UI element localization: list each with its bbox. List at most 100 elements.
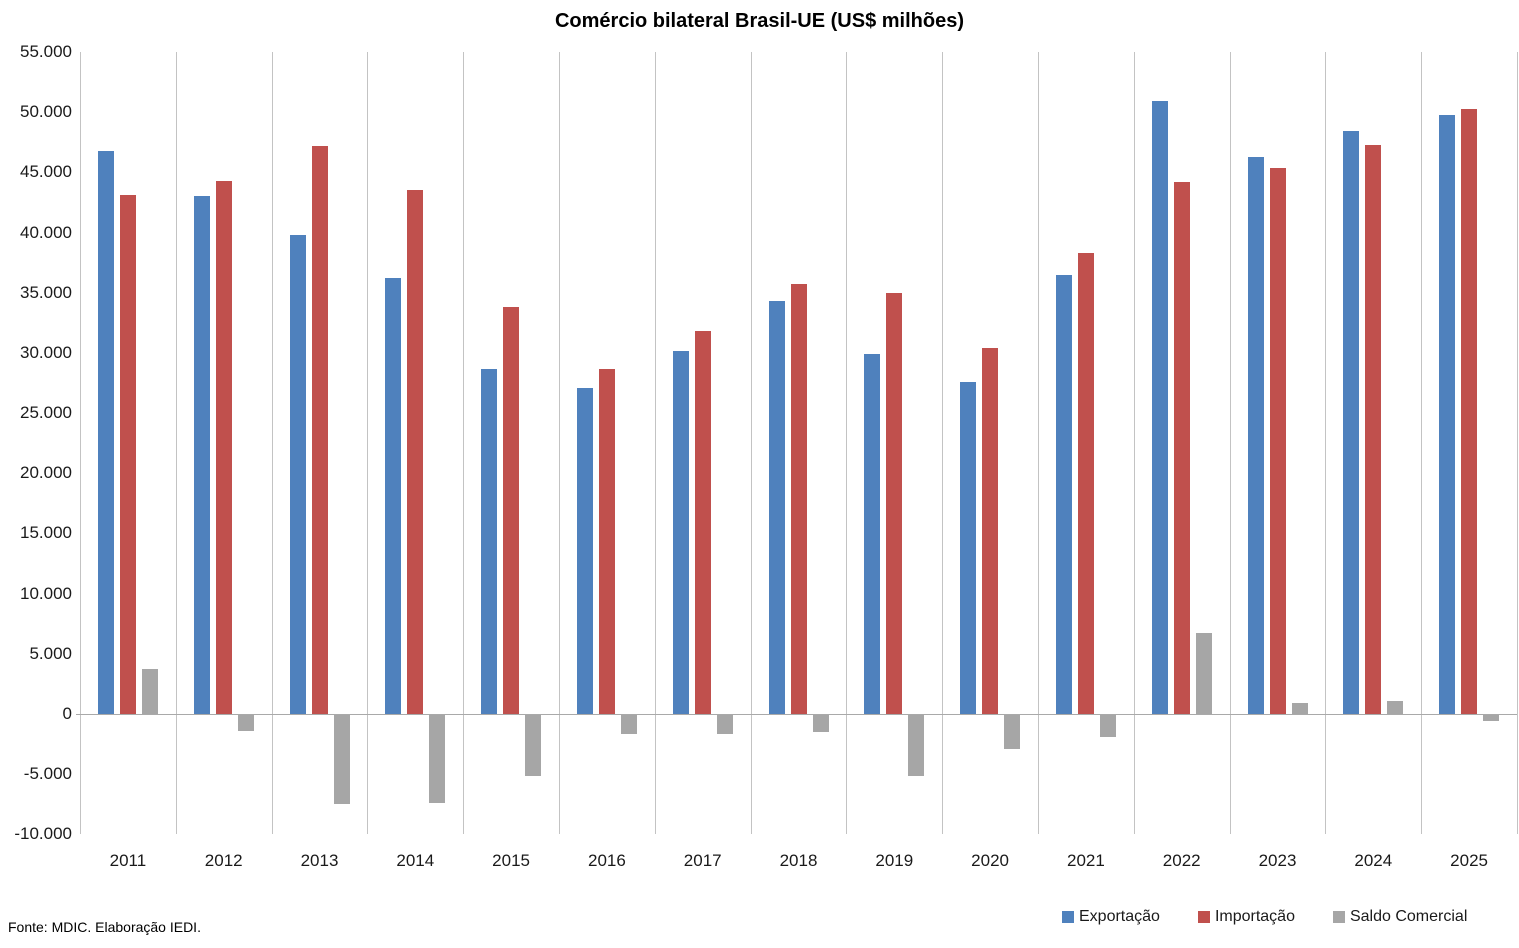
bar-importação-2025 — [1461, 108, 1478, 715]
bar-importação-2011 — [119, 195, 136, 715]
x-tick-label: 2020 — [971, 851, 1009, 870]
bar-saldo-comercial-2025 — [1483, 715, 1500, 722]
bar-exportação-2016 — [576, 387, 593, 715]
bar-importação-2016 — [598, 368, 615, 715]
y-tick-label: 35.000 — [20, 282, 72, 302]
legend-swatch-saldo-comercial — [1332, 911, 1345, 923]
bar-importação-2019 — [886, 292, 903, 715]
y-tick-label: 20.000 — [20, 463, 72, 483]
x-tick-label: 2023 — [1258, 851, 1297, 870]
bar-saldo-comercial-2011 — [141, 669, 158, 715]
x-tick-label: 2018 — [779, 851, 818, 870]
v-gridline — [1325, 52, 1327, 835]
x-tick-label: 2015 — [492, 851, 530, 870]
bar-saldo-comercial-2014 — [429, 715, 446, 803]
v-gridline — [1038, 52, 1039, 835]
bar-saldo-comercial-2015 — [525, 715, 542, 777]
v-gridline — [942, 52, 944, 835]
bar-importação-2022 — [1173, 181, 1190, 715]
v-gridline — [846, 52, 848, 835]
v-gridline — [271, 52, 273, 835]
v-gridline — [175, 52, 177, 835]
bar-importação-2014 — [407, 190, 424, 715]
y-tick-label: 5.000 — [29, 643, 72, 663]
y-tick-label: 40.000 — [20, 222, 72, 242]
bar-importação-2013 — [311, 145, 328, 715]
legend-swatch-exportacao — [1062, 911, 1074, 923]
bar-importação-2020 — [982, 348, 999, 715]
x-tick-label: 2011 — [109, 851, 147, 870]
y-tick-label: 15.000 — [20, 523, 72, 543]
bar-importação-2021 — [1077, 253, 1094, 715]
x-tick-label: 2024 — [1354, 851, 1393, 870]
bar-exportação-2023 — [1247, 156, 1264, 715]
bar-importação-2017 — [694, 331, 711, 715]
bar-saldo-comercial-2021 — [1099, 715, 1116, 737]
bar-saldo-comercial-2018 — [812, 715, 829, 732]
y-tick-label: 50.000 — [20, 102, 72, 122]
v-gridline — [367, 52, 369, 835]
legend-item-importacao: Importação — [1197, 908, 1295, 926]
bar-saldo-comercial-2017 — [716, 715, 733, 735]
y-tick-label: 45.000 — [20, 162, 72, 182]
legend-label-exportacao: Exportação — [1079, 908, 1160, 925]
y-tick-label: -10.000 — [14, 824, 72, 844]
x-tick-label: 2025 — [1450, 851, 1488, 870]
bar-exportação-2020 — [960, 381, 977, 715]
y-axis-line — [80, 52, 81, 835]
bar-exportação-2024 — [1343, 131, 1360, 715]
legend: Exportação Importação Saldo Comercial — [1062, 908, 1467, 926]
v-gridline — [1229, 52, 1231, 835]
y-tick-label: 30.000 — [20, 342, 72, 362]
legend-swatch-importacao — [1197, 911, 1210, 923]
x-tick-label: 2022 — [1162, 851, 1201, 870]
v-gridline — [654, 52, 656, 835]
bar-saldo-comercial-2022 — [1195, 633, 1212, 715]
bar-saldo-comercial-2016 — [620, 715, 637, 735]
bar-saldo-comercial-2020 — [1004, 715, 1021, 749]
chart-title: Comércio bilateral Brasil-UE (US$ milhõe… — [554, 10, 964, 32]
zero-axis-line — [76, 714, 1517, 716]
v-gridline — [1133, 52, 1135, 835]
bar-saldo-comercial-2023 — [1291, 703, 1308, 715]
legend-item-saldo-comercial: Saldo Comercial — [1332, 908, 1468, 926]
legend-item-exportacao: Exportação — [1062, 908, 1160, 926]
y-tick-label: 0 — [62, 704, 72, 724]
bar-exportação-2014 — [385, 278, 402, 715]
x-tick-label: 2017 — [683, 851, 722, 870]
v-gridline — [1517, 52, 1518, 835]
v-gridline — [750, 52, 752, 835]
v-gridline — [559, 52, 560, 835]
legend-label-importacao: Importação — [1214, 908, 1295, 925]
bar-exportação-2015 — [481, 368, 498, 715]
bar-exportação-2022 — [1151, 101, 1168, 715]
v-gridline — [1421, 52, 1423, 835]
x-tick-label: 2019 — [875, 851, 914, 870]
bar-exportação-2025 — [1439, 114, 1456, 715]
bar-saldo-comercial-2019 — [908, 715, 925, 777]
bar-importação-2018 — [790, 284, 807, 715]
bar-importação-2024 — [1365, 144, 1382, 715]
x-tick-label: 2016 — [587, 851, 626, 870]
x-tick-label: 2012 — [204, 851, 243, 870]
bar-exportação-2018 — [768, 301, 785, 715]
x-tick-label: 2013 — [300, 851, 339, 870]
bar-exportação-2017 — [672, 350, 689, 715]
bar-importação-2023 — [1269, 167, 1286, 715]
bar-importação-2015 — [503, 307, 520, 715]
bar-exportação-2019 — [864, 354, 881, 715]
bar-exportação-2021 — [1055, 274, 1072, 715]
legend-label-saldo-comercial: Saldo Comercial — [1349, 908, 1468, 925]
y-tick-label: 55.000 — [20, 42, 72, 61]
y-tick-label: 10.000 — [20, 583, 72, 603]
bar-saldo-comercial-2013 — [333, 715, 350, 805]
bar-exportação-2013 — [289, 234, 306, 715]
x-tick-label: 2014 — [396, 851, 435, 870]
bar-saldo-comercial-2024 — [1387, 700, 1404, 715]
x-tick-label: 2021 — [1066, 851, 1105, 870]
v-gridline — [463, 52, 465, 835]
bar-exportação-2012 — [193, 196, 210, 715]
source-note: Fonte: MDIC. Elaboração IEDI. — [8, 919, 201, 935]
y-tick-label: 25.000 — [20, 403, 72, 423]
